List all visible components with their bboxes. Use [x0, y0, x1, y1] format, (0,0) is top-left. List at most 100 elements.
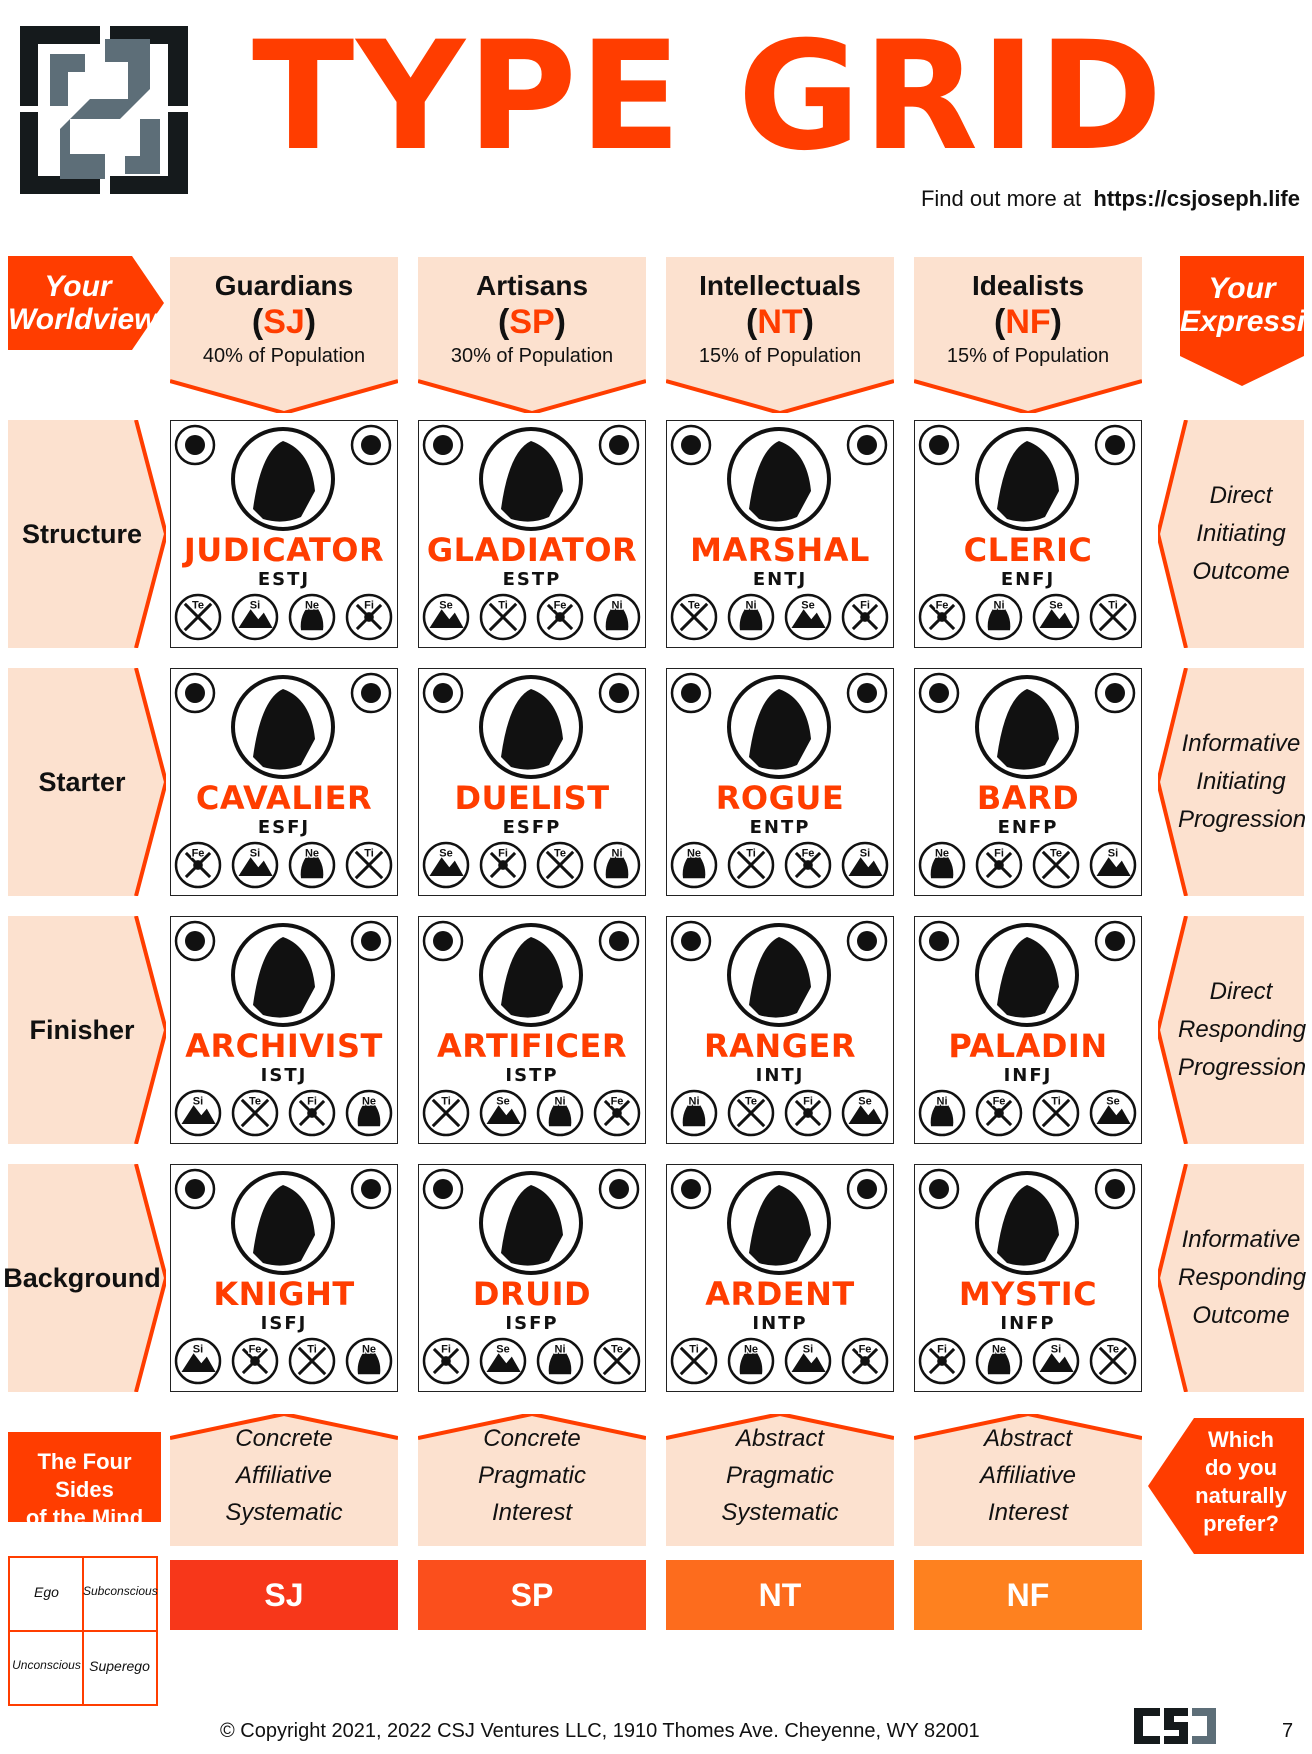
ni-icon: Ni: [670, 1089, 718, 1137]
website-link[interactable]: https://csjoseph.life: [1093, 186, 1300, 211]
artificer-emblem-icon: [479, 923, 583, 1027]
type-card-paladin[interactable]: Ni Fe Ti Se PALADIN INFJ: [914, 916, 1142, 1144]
type-name: BARD: [976, 779, 1080, 817]
si-icon: Si: [231, 841, 279, 889]
mystic-emblem-icon: [975, 1171, 1079, 1275]
type-card-bard[interactable]: Ne Fi Te Si BARD ENFP: [914, 668, 1142, 896]
se-icon: Se: [841, 1089, 889, 1137]
te-icon: Te: [174, 593, 222, 641]
figure-icon: [598, 672, 640, 714]
figure-icon: [846, 672, 888, 714]
ni-icon: Ni: [593, 593, 641, 641]
type-name: JUDICATOR: [183, 531, 385, 569]
type-code: ENTP: [749, 817, 811, 838]
type-card-knight[interactable]: Si Fe Ti Ne KNIGHT ISFJ: [170, 1164, 398, 1392]
type-card-duelist[interactable]: Se Fi Te Ni DUELIST ESFP: [418, 668, 646, 896]
figure-icon: [350, 672, 392, 714]
archivist-emblem-icon: [231, 923, 335, 1027]
card-art: Fe Ni Se Ti: [918, 424, 1137, 641]
function-label: Si: [1051, 1344, 1061, 1356]
row-label-shape: [8, 420, 166, 648]
card-art: Ne Fi Te Si: [918, 672, 1137, 889]
fe-icon: Fe: [174, 841, 222, 889]
fe-icon: Fe: [784, 841, 832, 889]
function-label: Ne: [744, 1344, 758, 1356]
function-label: Se: [439, 600, 452, 612]
function-label: Ni: [994, 600, 1005, 612]
ni-icon: Ni: [975, 593, 1023, 641]
type-card-druid[interactable]: Fi Se Ni Te DRUID ISFP: [418, 1164, 646, 1392]
expression-term: Direct: [1209, 978, 1273, 1005]
function-label: Si: [1108, 848, 1118, 860]
ranger-emblem-icon: [727, 923, 831, 1027]
se-icon: Se: [479, 1337, 527, 1385]
expression-label: YourExpression: [1180, 272, 1312, 338]
type-name: GLADIATOR: [426, 531, 638, 569]
column-population: 30% of Population: [450, 345, 614, 367]
function-label: Se: [496, 1344, 509, 1356]
fe-icon: Fe: [593, 1089, 641, 1137]
worldview-arrow-shape: [8, 256, 164, 350]
paladin-emblem-icon: [975, 923, 1079, 1027]
druid-emblem-icon: [479, 1171, 583, 1275]
type-card-archivist[interactable]: Si Te Fi Ne ARCHIVIST ISTJ: [170, 916, 398, 1144]
expression-term: Initiating: [1196, 768, 1286, 795]
function-label: Se: [439, 848, 452, 860]
te-icon: Te: [1089, 1337, 1137, 1385]
attribute-term: Affiliative: [235, 1462, 333, 1489]
te-icon: Te: [231, 1089, 279, 1137]
cavalier-emblem-icon: [231, 675, 335, 779]
expression-term: Direct: [1209, 482, 1273, 509]
figure-icon: [350, 1168, 392, 1210]
fi-icon: Fi: [288, 1089, 336, 1137]
mind-icon: [670, 920, 712, 962]
type-card-artificer[interactable]: Ti Se Ni Fe ARTIFICER ISTP: [418, 916, 646, 1144]
function-label: Ne: [305, 848, 319, 860]
attribute-term: Abstract: [983, 1425, 1073, 1452]
attribute-term: Concrete: [483, 1425, 581, 1452]
attribute-term: Interest: [987, 1499, 1069, 1526]
column-name: Idealists: [971, 270, 1085, 301]
cleric-emblem-icon: [975, 427, 1079, 531]
row-label-finisher: Finisher: [29, 1014, 135, 1045]
function-label: Ni: [689, 1096, 700, 1108]
type-card-cleric[interactable]: Fe Ni Se Ti CLERIC ENFJ: [914, 420, 1142, 648]
mind-icon: [422, 424, 464, 466]
bard-emblem-icon: [975, 675, 1079, 779]
type-card-marshal[interactable]: Te Ni Se Fi MARSHAL ENTJ: [666, 420, 894, 648]
type-card-rogue[interactable]: Ne Ti Fe Si ROGUE ENTP: [666, 668, 894, 896]
fi-icon: Fi: [841, 593, 889, 641]
type-card-ranger[interactable]: Ni Te Fi Se RANGER INTJ: [666, 916, 894, 1144]
function-label: Ti: [1051, 1096, 1061, 1108]
function-label: Ne: [362, 1096, 376, 1108]
type-card-gladiator[interactable]: Se Ti Fe Ni GLADIATOR ESTP: [418, 420, 646, 648]
card-art: Fi Ne Si Te: [918, 1168, 1137, 1385]
column-header-shape: [170, 257, 398, 413]
function-label: Se: [1106, 1096, 1119, 1108]
type-name: ARTIFICER: [437, 1027, 627, 1065]
type-name: DUELIST: [454, 779, 610, 817]
type-code: ENFP: [997, 817, 1059, 838]
function-label: Fe: [859, 1344, 872, 1356]
type-name: RANGER: [704, 1027, 856, 1065]
type-card-cavalier[interactable]: Fe Si Ne Ti CAVALIER ESFJ: [170, 668, 398, 896]
type-name: DRUID: [472, 1275, 592, 1313]
type-card-ardent[interactable]: Ti Ne Si Fe ARDENT INTP: [666, 1164, 894, 1392]
four-sides-line1: The Four Sides: [37, 1449, 132, 1502]
card-art: Te Si Ne Fi: [174, 424, 393, 641]
function-label: Ti: [746, 848, 756, 860]
function-label: Fi: [937, 1344, 947, 1356]
mind-icon: [918, 1168, 960, 1210]
four-sides-quadrant: Ego Subconscious Unconscious Superego: [8, 1556, 158, 1706]
type-card-judicator[interactable]: Te Si Ne Fi JUDICATOR ESTJ: [170, 420, 398, 648]
se-icon: Se: [422, 841, 470, 889]
function-label: Te: [1050, 848, 1062, 860]
expression-arrow-shape: [1180, 256, 1304, 386]
figure-icon: [1094, 1168, 1136, 1210]
function-label: Ni: [555, 1096, 566, 1108]
column-code-line: (NF): [994, 303, 1062, 341]
column-header-nt: Intellectuals (NT) 15% of Population: [666, 257, 894, 371]
type-card-mystic[interactable]: Fi Ne Si Te MYSTIC INFP: [914, 1164, 1142, 1392]
worldview-label: Your Worldview: [8, 270, 158, 336]
column-code-line: (SP): [497, 303, 566, 341]
